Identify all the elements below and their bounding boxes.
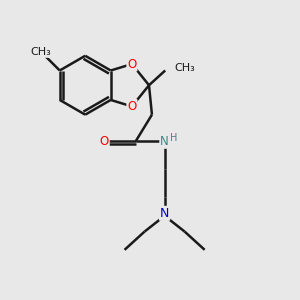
Text: O: O [127, 58, 136, 70]
Text: N: N [160, 207, 169, 220]
Text: N: N [160, 135, 169, 148]
Text: O: O [99, 135, 109, 148]
Text: CH₃: CH₃ [174, 63, 195, 73]
Text: O: O [127, 100, 136, 113]
Text: CH₃: CH₃ [31, 47, 52, 57]
Text: H: H [170, 133, 177, 142]
